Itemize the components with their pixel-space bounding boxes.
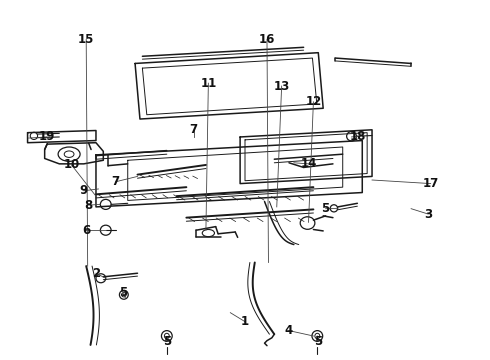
Text: 6: 6 bbox=[82, 224, 90, 237]
Text: 7: 7 bbox=[190, 123, 198, 136]
Text: 9: 9 bbox=[80, 184, 88, 197]
Text: 5: 5 bbox=[119, 287, 127, 300]
Text: 12: 12 bbox=[305, 95, 321, 108]
Text: 10: 10 bbox=[63, 158, 80, 171]
Text: 16: 16 bbox=[259, 33, 275, 46]
Text: 19: 19 bbox=[39, 130, 55, 144]
Text: 3: 3 bbox=[424, 208, 432, 221]
Text: 7: 7 bbox=[111, 175, 120, 188]
Text: 2: 2 bbox=[92, 267, 100, 280]
Text: 15: 15 bbox=[78, 33, 95, 46]
Text: 5: 5 bbox=[314, 335, 322, 348]
Text: 8: 8 bbox=[84, 199, 93, 212]
Text: 14: 14 bbox=[300, 157, 317, 170]
Text: 5: 5 bbox=[321, 202, 330, 215]
Text: 17: 17 bbox=[422, 177, 439, 190]
Text: 4: 4 bbox=[285, 324, 293, 337]
Text: 5: 5 bbox=[163, 335, 171, 348]
Text: 11: 11 bbox=[200, 77, 217, 90]
Text: 18: 18 bbox=[349, 130, 366, 143]
Text: 13: 13 bbox=[273, 80, 290, 93]
Text: 1: 1 bbox=[241, 315, 249, 328]
